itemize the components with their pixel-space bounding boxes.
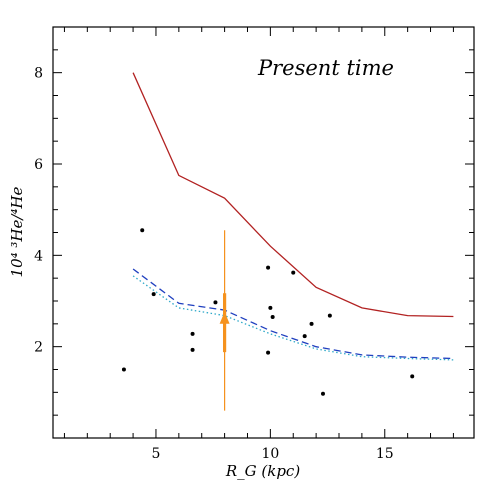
data-point (270, 314, 275, 319)
series-line-dotted (132, 275, 454, 361)
data-point (266, 265, 271, 270)
x-tick-label: 15 (376, 446, 394, 462)
data-point (327, 313, 332, 318)
y-tick-label: 2 (34, 340, 43, 356)
data-point (302, 334, 307, 339)
data-point (410, 374, 415, 379)
data-point (140, 228, 145, 233)
data-point (266, 350, 271, 355)
data-point (190, 347, 195, 352)
data-point (320, 391, 325, 396)
y-tick-label: 4 (34, 248, 43, 264)
series-line-dashed (132, 268, 454, 360)
data-point (121, 367, 126, 372)
x-tick-label: 5 (152, 446, 161, 462)
data-point (151, 292, 156, 297)
x-tick-label: 10 (261, 446, 279, 462)
series-line-solid (132, 72, 454, 318)
ticks-group: 5 10 15 2 4 6 8 (34, 26, 474, 462)
data-point (268, 305, 273, 310)
data-point (291, 270, 296, 275)
y-axis-label: 10⁴ ³He/⁴He (8, 186, 26, 277)
solar-marker-group (219, 230, 230, 411)
solar-arrow-icon (219, 311, 230, 324)
data-point (309, 321, 314, 326)
x-axis-label: R_G (kpc) (225, 462, 300, 480)
y-tick-label: 6 (34, 157, 43, 173)
y-tick-label: 8 (34, 66, 43, 82)
data-point (213, 300, 218, 305)
annotation-present-time: Present time (257, 56, 394, 80)
data-point (190, 331, 195, 336)
points-group (121, 228, 415, 396)
series-group (132, 72, 454, 361)
